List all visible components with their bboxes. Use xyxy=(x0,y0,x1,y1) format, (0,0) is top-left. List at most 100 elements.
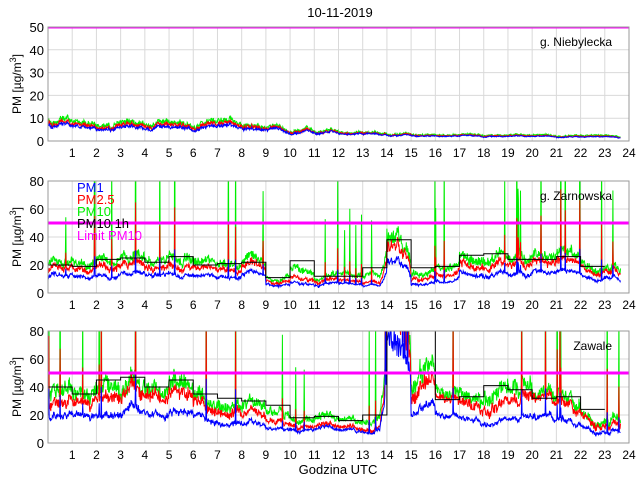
x-tick-label: 11 xyxy=(308,298,321,312)
series-pm1-line xyxy=(48,331,621,437)
plot-frame xyxy=(47,330,630,444)
x-tick-label: 8 xyxy=(238,298,245,312)
x-tick-label: 14 xyxy=(380,146,394,160)
y-axis-label-text: PM [µg/m xyxy=(10,215,24,267)
station-label: Zawale xyxy=(573,339,612,353)
series-pm10-1h-step xyxy=(48,331,605,422)
x-tick-label: 13 xyxy=(356,298,370,312)
legend-entry: PM10 xyxy=(77,204,111,219)
x-tick-label: 13 xyxy=(356,448,370,462)
x-tick-label: 16 xyxy=(429,146,443,160)
y-tick-label: 40 xyxy=(30,43,44,58)
x-tick-label: 19 xyxy=(501,146,515,160)
y-tick-label: 10 xyxy=(30,111,44,126)
series-pm1-line xyxy=(48,121,621,139)
y-tick-label: 60 xyxy=(30,202,44,217)
x-tick-label: 17 xyxy=(453,298,467,312)
x-tick-label: 14 xyxy=(380,298,394,312)
x-tick-label: 15 xyxy=(404,448,418,462)
x-tick-label: 22 xyxy=(574,298,588,312)
y-tick-label: 0 xyxy=(37,286,44,301)
x-tick-label: 19 xyxy=(501,298,515,312)
station-label: g. Niebylecka xyxy=(540,35,612,49)
x-tick-label: 1 xyxy=(69,146,76,160)
x-tick-label: 20 xyxy=(525,146,539,160)
x-tick-label: 12 xyxy=(332,298,346,312)
series-pm25-line xyxy=(48,117,621,139)
x-tick-label: 6 xyxy=(190,146,197,160)
x-tick-label: 14 xyxy=(380,448,394,462)
y-tick-label: 20 xyxy=(30,408,44,423)
y-tick-label: 40 xyxy=(30,380,44,395)
x-tick-label: 3 xyxy=(117,448,124,462)
y-axis-label-sup: 3 xyxy=(8,210,18,215)
series-pm25-line xyxy=(48,331,621,435)
x-tick-label: 3 xyxy=(117,146,124,160)
x-tick-label: 21 xyxy=(550,298,564,312)
series-pm10-line xyxy=(48,181,621,284)
x-tick-label: 21 xyxy=(550,448,564,462)
y-tick-label: 60 xyxy=(30,352,44,367)
legend-entry: Limit PM10 xyxy=(77,228,142,243)
data-layer xyxy=(48,27,629,139)
y-axis-label-end: ] xyxy=(10,207,24,210)
x-tick-label: 16 xyxy=(429,298,443,312)
y-axis-label-text: PM [µg/m xyxy=(10,62,24,114)
x-tick-label: 23 xyxy=(598,146,612,160)
x-tick-label: 12 xyxy=(332,146,346,160)
y-axis-label-sup: 3 xyxy=(8,360,18,365)
x-tick-label: 5 xyxy=(166,146,173,160)
x-tick-label: 4 xyxy=(141,448,148,462)
series-pm1-line xyxy=(48,246,621,290)
data-layer xyxy=(48,331,629,437)
x-tick-label: 2 xyxy=(93,298,100,312)
y-tick-label: 40 xyxy=(30,230,44,245)
x-tick-label: 6 xyxy=(190,298,197,312)
x-tick-label: 18 xyxy=(477,146,491,160)
x-tick-label: 1 xyxy=(69,448,76,462)
y-axis-label-end: ] xyxy=(10,54,24,57)
x-tick-label: 9 xyxy=(263,298,270,312)
series-pm25-line xyxy=(48,189,621,287)
series-pm10-1h-step xyxy=(48,239,605,279)
x-tick-label: 15 xyxy=(404,146,418,160)
x-tick-label: 19 xyxy=(501,448,515,462)
x-tick-label: 7 xyxy=(214,298,221,312)
legend-entry: PM10 1h xyxy=(77,216,129,231)
y-tick-label: 30 xyxy=(30,66,44,81)
x-tick-label: 24 xyxy=(622,298,636,312)
y-tick-label: 20 xyxy=(30,88,44,103)
x-tick-label: 10 xyxy=(283,448,297,462)
x-tick-label: 20 xyxy=(525,298,539,312)
y-axis-label-text: PM [µg/m xyxy=(10,365,24,417)
legend-entry: PM2.5 xyxy=(77,192,115,207)
y-tick-label: 20 xyxy=(30,258,44,273)
data-layer xyxy=(48,181,629,290)
x-tick-label: 18 xyxy=(477,448,491,462)
x-tick-label: 11 xyxy=(308,448,321,462)
x-tick-label: 23 xyxy=(598,448,612,462)
x-tick-label: 1 xyxy=(69,298,76,312)
x-tick-label: 16 xyxy=(429,448,443,462)
x-tick-label: 9 xyxy=(263,448,270,462)
x-tick-label: 23 xyxy=(598,298,612,312)
x-tick-label: 5 xyxy=(166,298,173,312)
station-label: g. Zarnowska xyxy=(540,189,612,203)
x-tick-label: 5 xyxy=(166,448,173,462)
x-tick-label: 8 xyxy=(238,448,245,462)
plot-frame xyxy=(47,26,630,142)
x-tick-label: 2 xyxy=(93,146,100,160)
chart-title: 10-11-2019 xyxy=(307,5,373,20)
plot-frame xyxy=(47,180,630,294)
x-tick-label: 17 xyxy=(453,448,467,462)
x-tick-label: 8 xyxy=(238,146,245,160)
x-tick-label: 11 xyxy=(308,146,321,160)
x-tick-label: 4 xyxy=(141,146,148,160)
y-tick-label: 0 xyxy=(37,436,44,451)
x-tick-label: 24 xyxy=(622,146,636,160)
y-tick-label: 80 xyxy=(30,174,44,189)
x-tick-label: 10 xyxy=(283,146,297,160)
x-axis-label: Godzina UTC xyxy=(299,462,378,477)
